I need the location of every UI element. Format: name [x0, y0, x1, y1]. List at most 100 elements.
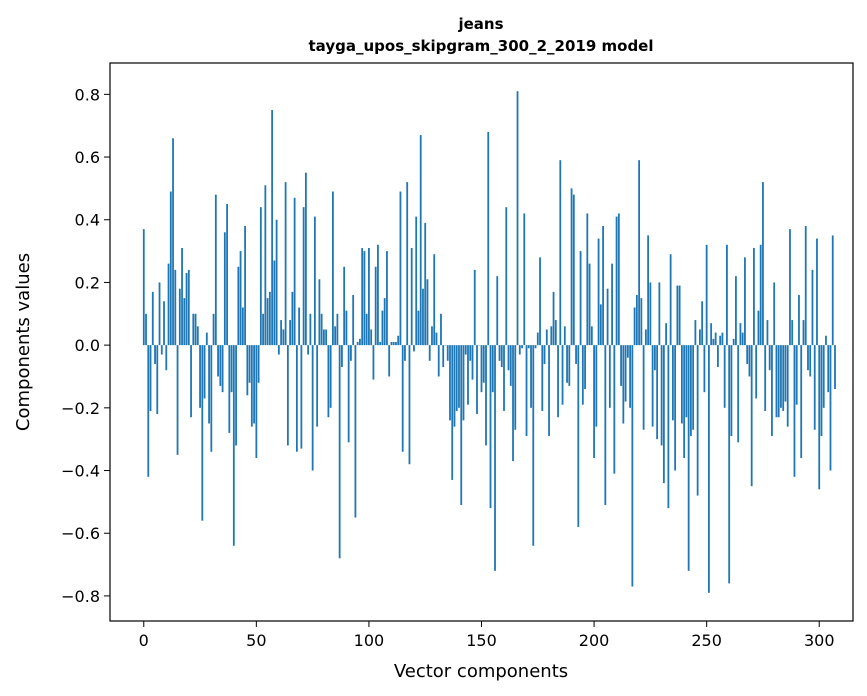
bar-201 [595, 345, 598, 427]
bar-168 [521, 345, 523, 349]
bar-53 [262, 313, 264, 346]
bar-253 [712, 338, 715, 346]
bar-115 [401, 345, 404, 452]
y-tick-label-4: 0.0 [75, 336, 100, 355]
bar-111 [392, 342, 395, 346]
bar-160 [503, 345, 505, 411]
bar-305 [829, 345, 832, 471]
bar-306 [831, 235, 834, 346]
bar-256 [719, 335, 722, 346]
bar-250 [705, 244, 708, 346]
bar-262 [732, 338, 735, 346]
bar-226 [651, 345, 654, 427]
bar-241 [685, 345, 688, 418]
bar-275 [762, 182, 764, 346]
bar-248 [701, 301, 704, 346]
bar-9 [163, 301, 165, 346]
bar-26 [201, 345, 204, 521]
bar-269 [748, 345, 751, 377]
bar-60 [277, 345, 280, 355]
bar-96 [359, 338, 361, 346]
y-tick-label-1: −0.6 [61, 524, 100, 543]
bar-206 [606, 288, 609, 346]
bar-112 [395, 342, 397, 346]
bar-207 [608, 345, 611, 408]
bar-102 [372, 345, 375, 380]
bar-72 [304, 172, 307, 346]
bar-219 [635, 294, 638, 346]
bar-132 [440, 313, 442, 346]
bar-232 [665, 323, 668, 346]
bar-174 [534, 345, 537, 349]
bar-239 [680, 345, 683, 424]
y-tick-label-5: 0.2 [75, 273, 100, 292]
bar-88 [341, 345, 343, 368]
bar-303 [825, 335, 827, 346]
bar-64 [286, 345, 289, 446]
bar-216 [629, 345, 631, 408]
bar-199 [590, 326, 593, 346]
chart-subtitle: tayga_upos_skipgram_300_2_2019 model [309, 37, 654, 55]
bar-125 [424, 222, 427, 346]
bar-70 [300, 345, 303, 449]
bar-10 [165, 345, 168, 371]
bar-99 [365, 313, 368, 346]
bar-172 [530, 345, 532, 408]
bar-130 [435, 332, 438, 346]
bar-215 [626, 345, 629, 358]
bar-280 [773, 282, 776, 346]
bar-260 [728, 345, 731, 584]
bar-164 [512, 345, 514, 462]
y-tick-label-0: −0.8 [61, 587, 100, 606]
bar-298 [813, 345, 816, 430]
bar-141 [460, 345, 463, 506]
bar-0 [142, 229, 145, 346]
bar-294 [804, 226, 807, 346]
bar-20 [187, 269, 190, 346]
bar-11 [167, 263, 170, 346]
bar-61 [280, 320, 283, 346]
bar-218 [633, 307, 636, 346]
bar-196 [584, 345, 586, 390]
bar-176 [539, 257, 541, 346]
bar-145 [469, 345, 472, 361]
bar-40 [232, 345, 235, 546]
bar-297 [811, 269, 814, 346]
bar-167 [518, 345, 521, 355]
bar-58 [273, 260, 276, 346]
bar-142 [462, 345, 465, 421]
bar-193 [577, 345, 580, 527]
bar-265 [739, 323, 742, 346]
bar-126 [426, 279, 429, 346]
bar-299 [816, 238, 818, 346]
x-tick-label-0: 0 [139, 631, 149, 650]
bar-302 [822, 345, 825, 408]
bar-57 [271, 110, 274, 346]
bar-272 [755, 345, 758, 399]
bar-301 [820, 345, 823, 437]
bar-153 [487, 131, 490, 346]
bar-135 [446, 345, 449, 361]
bar-188 [566, 345, 568, 383]
bar-154 [489, 345, 492, 509]
bar-7 [158, 282, 161, 346]
bar-56 [268, 291, 271, 346]
bar-45 [244, 226, 246, 346]
bar-148 [476, 345, 478, 415]
bar-48 [250, 345, 253, 427]
bar-183 [554, 320, 557, 346]
bar-240 [683, 345, 686, 458]
bar-37 [226, 204, 228, 346]
bar-152 [485, 345, 487, 446]
bar-120 [413, 345, 415, 352]
bar-43 [239, 251, 242, 346]
bar-270 [750, 345, 753, 487]
bar-129 [433, 254, 436, 346]
bar-242 [687, 345, 690, 571]
bar-261 [730, 345, 733, 437]
bar-124 [422, 288, 424, 346]
plot-frame [109, 62, 854, 622]
bar-195 [581, 345, 584, 405]
bar-284 [782, 345, 785, 411]
bar-63 [284, 182, 287, 346]
